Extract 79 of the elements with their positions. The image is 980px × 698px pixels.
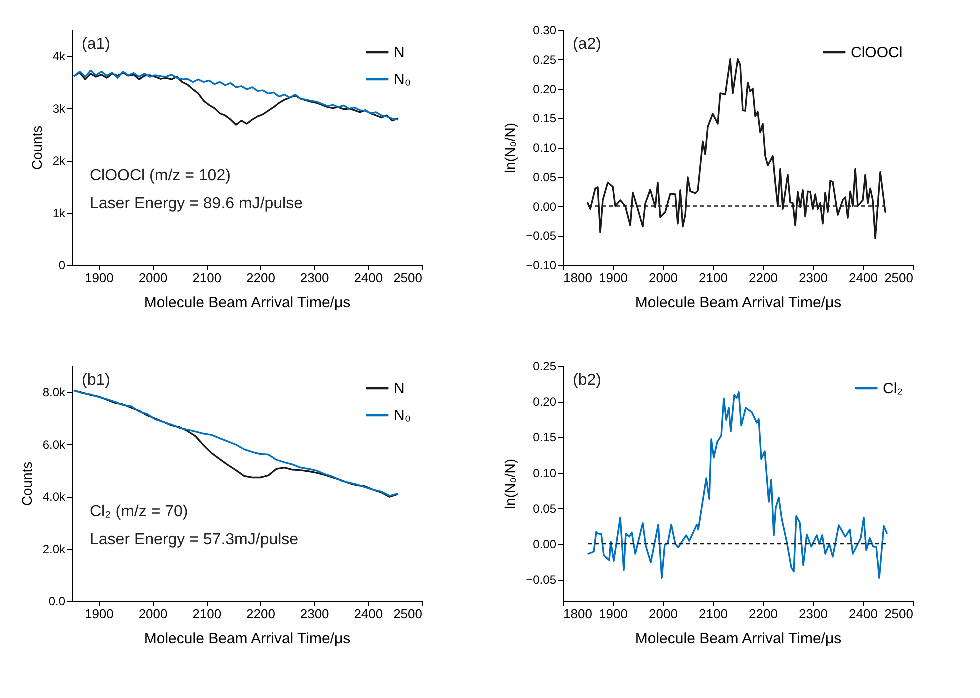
x-tick-label: 1800 xyxy=(564,270,592,286)
y-tick-label: 0 xyxy=(58,258,66,272)
x-axis-title: Molecule Beam Arrival Time/μs xyxy=(635,294,842,312)
x-tick-label: 1900 xyxy=(599,606,628,622)
x-tick-label: 2200 xyxy=(246,606,276,622)
x-tick-label: 2000 xyxy=(649,606,678,622)
y-tick-label: 0.20 xyxy=(533,395,557,410)
annotation: Cl₂ (m/z = 70) xyxy=(90,504,188,521)
x-tick-label: 2200 xyxy=(749,270,778,286)
y-tick-label: −0.10 xyxy=(526,258,557,272)
x-tick-label: 2400 xyxy=(354,270,384,286)
y-axis-title: ln(N₀/N) xyxy=(502,458,518,510)
x-tick-label: 2400 xyxy=(354,606,384,622)
y-axis-title: Counts xyxy=(28,126,45,170)
y-tick-label: 0.05 xyxy=(533,170,557,184)
x-tick-label: 1900 xyxy=(84,606,114,622)
x-tick-label: 2500 xyxy=(884,606,914,622)
y-tick-label: 4k xyxy=(52,50,66,64)
y-tick-label: 0.0 xyxy=(48,594,66,608)
y-axis-title: ln(N₀/N) xyxy=(502,122,518,174)
y-tick-label: 2k xyxy=(52,154,66,168)
legend-label: ClOOCl xyxy=(851,44,903,62)
x-tick-label: 2500 xyxy=(394,270,422,286)
y-tick-label: 0.30 xyxy=(533,24,557,38)
x-tick-label: 2300 xyxy=(300,270,330,286)
y-tick-label: −0.05 xyxy=(526,229,557,244)
y-tick-label: 0.00 xyxy=(533,200,557,214)
y-tick-label: 4.0k xyxy=(42,490,66,504)
x-tick-label: 2100 xyxy=(192,606,222,622)
y-tick-label: 6.0k xyxy=(42,438,66,452)
y-tick-label: 0.15 xyxy=(533,430,557,445)
legend-label: N xyxy=(394,44,405,62)
x-tick-label: 2400 xyxy=(849,606,878,622)
legend-label: N₀ xyxy=(394,408,412,424)
x-tick-label: 2000 xyxy=(138,270,168,286)
line-series xyxy=(587,58,886,240)
annotation: Laser Energy = 57.3mJ/pulse xyxy=(90,532,299,549)
legend-label: N xyxy=(394,380,405,398)
annotation: (a1) xyxy=(82,36,110,53)
y-tick-label: 3k xyxy=(52,102,66,116)
x-tick-label: 2200 xyxy=(749,606,778,622)
x-tick-label: 2300 xyxy=(300,606,330,622)
x-tick-label: 2100 xyxy=(192,270,222,286)
y-tick-label: 8.0k xyxy=(42,386,66,400)
x-axis-title: Molecule Beam Arrival Time/μs xyxy=(144,630,351,648)
x-axis-title: Molecule Beam Arrival Time/μs xyxy=(144,294,351,312)
x-tick-label: 2300 xyxy=(799,270,828,286)
x-tick-label: 2100 xyxy=(699,270,728,286)
x-tick-label: 2300 xyxy=(799,606,828,622)
x-tick-label: 2200 xyxy=(246,270,276,286)
x-tick-label: 2000 xyxy=(138,606,168,622)
x-axis-title: Molecule Beam Arrival Time/μs xyxy=(635,630,842,648)
annotation: Laser Energy = 89.6 mJ/pulse xyxy=(90,196,304,213)
y-tick-label: 0.15 xyxy=(533,112,557,126)
y-tick-label: 0.25 xyxy=(533,360,557,374)
y-tick-label: 0.25 xyxy=(533,52,557,67)
y-tick-label: 0.20 xyxy=(533,82,557,96)
y-tick-label: 0.00 xyxy=(533,538,557,552)
annotation: (b2) xyxy=(573,372,602,389)
y-tick-label: 2.0k xyxy=(42,542,66,556)
x-tick-label: 2500 xyxy=(394,606,422,622)
x-tick-label: 2000 xyxy=(649,270,678,286)
annotation: (b1) xyxy=(82,372,110,389)
y-axis-title: Counts xyxy=(18,462,35,506)
x-tick-label: 1800 xyxy=(564,606,592,622)
y-tick-label: −0.05 xyxy=(526,573,557,588)
y-tick-label: 1k xyxy=(52,206,66,220)
x-tick-label: 2500 xyxy=(884,270,914,286)
x-tick-label: 2400 xyxy=(849,270,878,286)
legend-label: N₀ xyxy=(394,72,412,88)
y-tick-label: 0.10 xyxy=(533,466,557,480)
y-tick-label: 0.05 xyxy=(533,502,557,516)
annotation: ClOOCl (m/z = 102) xyxy=(90,168,231,185)
y-tick-label: 0.10 xyxy=(533,141,557,155)
annotation: (a2) xyxy=(573,36,602,53)
legend-label: Cl₂ xyxy=(883,380,904,398)
x-tick-label: 1900 xyxy=(599,270,628,286)
x-tick-label: 2100 xyxy=(699,606,728,622)
x-tick-label: 1900 xyxy=(84,270,114,286)
